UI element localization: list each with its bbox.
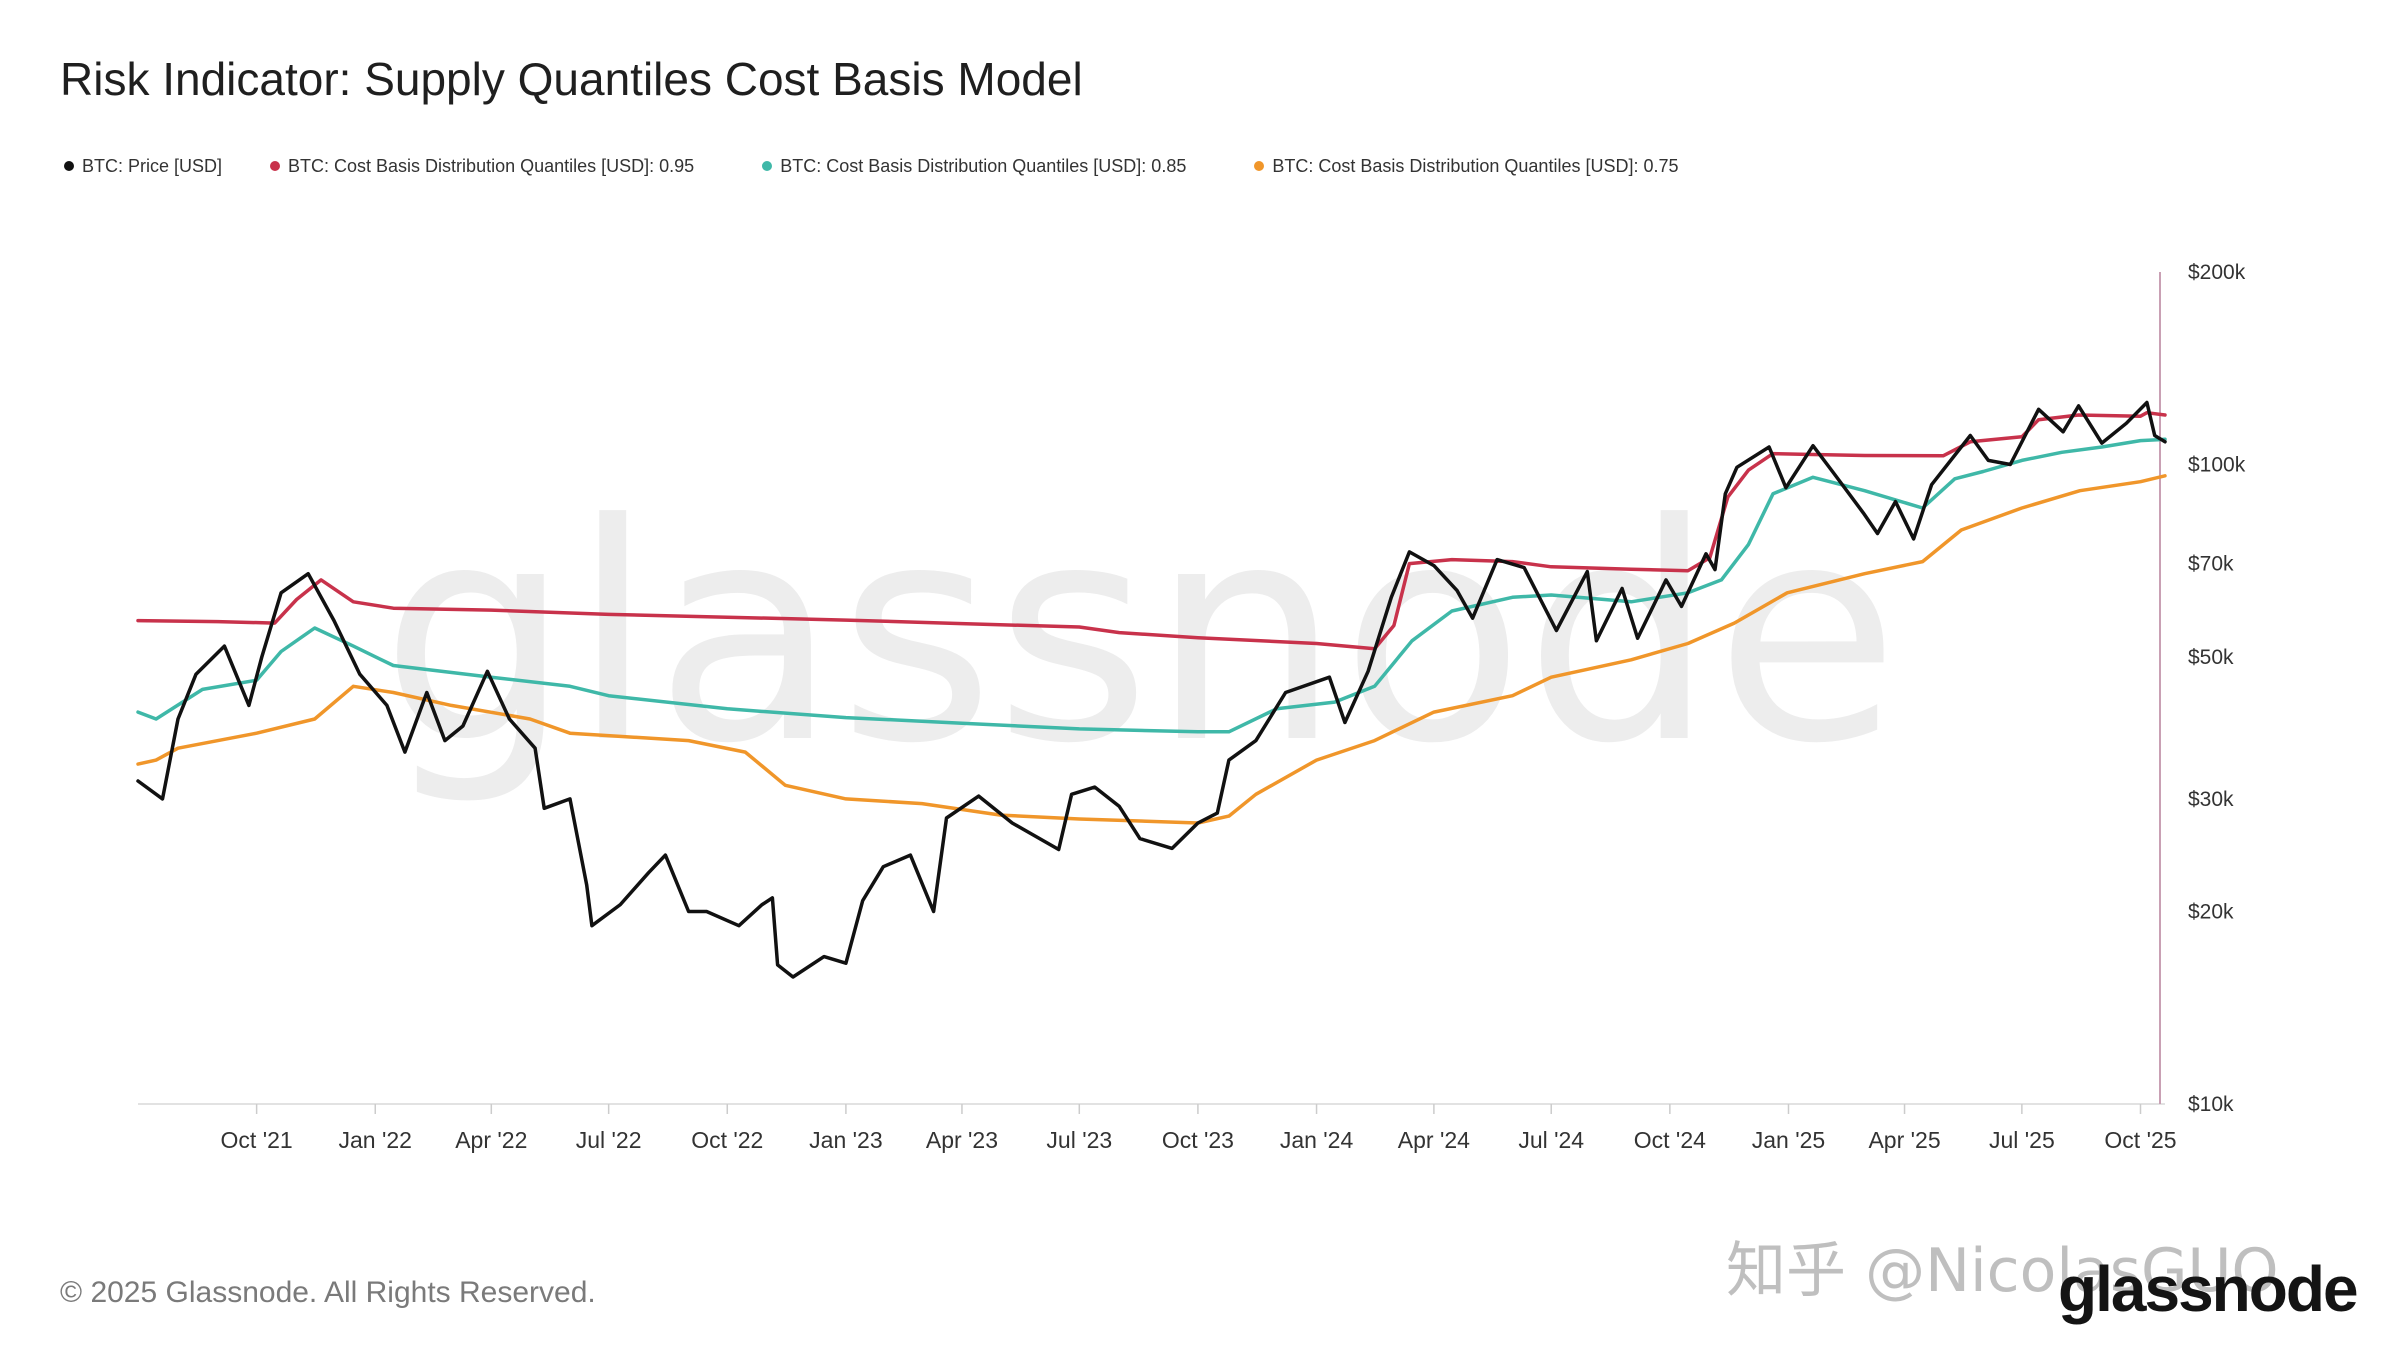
- legend-label-q95: BTC: Cost Basis Distribution Quantiles […: [288, 155, 695, 176]
- legend-item-price[interactable]: BTC: Price [USD]: [64, 156, 222, 177]
- x-tick-label: Jul '22: [576, 1127, 642, 1153]
- legend-dot-price: [64, 161, 74, 171]
- quantile-075-line: [136, 474, 2167, 825]
- x-tick-label: Apr '24: [1398, 1127, 1470, 1153]
- legend-dot-q95: [270, 161, 281, 171]
- y-tick-label: $200k: [2188, 261, 2246, 284]
- x-tick-label: Apr '23: [926, 1127, 998, 1153]
- chart-legend: BTC: Price [USD] BTC: Cost Basis Distrib…: [64, 154, 1679, 178]
- quantile-085-line: [136, 437, 2167, 734]
- x-tick-label: Jan '24: [1280, 1127, 1354, 1153]
- glassnode-logo: glassnode: [2058, 1253, 2359, 1325]
- x-tick-label: Oct '25: [2104, 1127, 2176, 1153]
- zhihu-watermark: 知乎 @NicolasGUO: [1726, 1236, 2279, 1306]
- x-tick-label: Jul '23: [1046, 1127, 1112, 1153]
- x-tick-label: Oct '23: [1162, 1127, 1234, 1153]
- x-tick-label: Apr '22: [455, 1127, 527, 1153]
- x-tick-label: Oct '21: [221, 1127, 293, 1153]
- y-tick-label: $50k: [2188, 646, 2234, 669]
- y-tick-label: $10k: [2188, 1093, 2234, 1116]
- copyright-text: © 2025 Glassnode. All Rights Reserved.: [60, 1276, 596, 1309]
- quantile-095-line: [136, 410, 2167, 651]
- x-tick-label: Jan '22: [339, 1127, 412, 1153]
- legend-dot-q75: [1254, 161, 1265, 171]
- y-tick-label: $70k: [2188, 553, 2234, 576]
- x-tick-label: Jul '25: [1989, 1127, 2055, 1153]
- x-tick-label: Jul '24: [1518, 1127, 1584, 1153]
- axes: $200k $100k $70k $50k $30k $20k $10k Oct '21 Jan…: [221, 261, 2246, 1153]
- legend-item-q95[interactable]: BTC: Cost Basis Distribution Quantiles […: [270, 156, 694, 177]
- x-tick-label: Jan '23: [809, 1127, 882, 1153]
- legend-label-price: BTC: Price [USD]: [82, 155, 223, 176]
- y-tick-label: $20k: [2188, 900, 2234, 923]
- y-tick-label: $30k: [2188, 788, 2234, 811]
- price-line: [136, 400, 2167, 979]
- legend-dot-q85: [762, 161, 773, 171]
- chart-title: Risk Indicator: Supply Quantiles Cost Ba…: [60, 53, 1083, 105]
- x-tick-label: Oct '22: [691, 1127, 763, 1153]
- x-tick-label: Oct '24: [1634, 1127, 1706, 1153]
- x-tick-label: Jan '25: [1752, 1127, 1825, 1153]
- legend-item-q75[interactable]: BTC: Cost Basis Distribution Quantiles […: [1254, 155, 1679, 177]
- y-tick-label: $100k: [2188, 454, 2246, 477]
- series-lines: [136, 400, 2167, 979]
- legend-label-q85: BTC: Cost Basis Distribution Quantiles […: [780, 155, 1187, 176]
- x-tick-label: Apr '25: [1868, 1127, 1940, 1153]
- legend-label-q75: BTC: Cost Basis Distribution Quantiles […: [1272, 155, 1679, 176]
- legend-item-q85[interactable]: BTC: Cost Basis Distribution Quantiles […: [762, 156, 1186, 177]
